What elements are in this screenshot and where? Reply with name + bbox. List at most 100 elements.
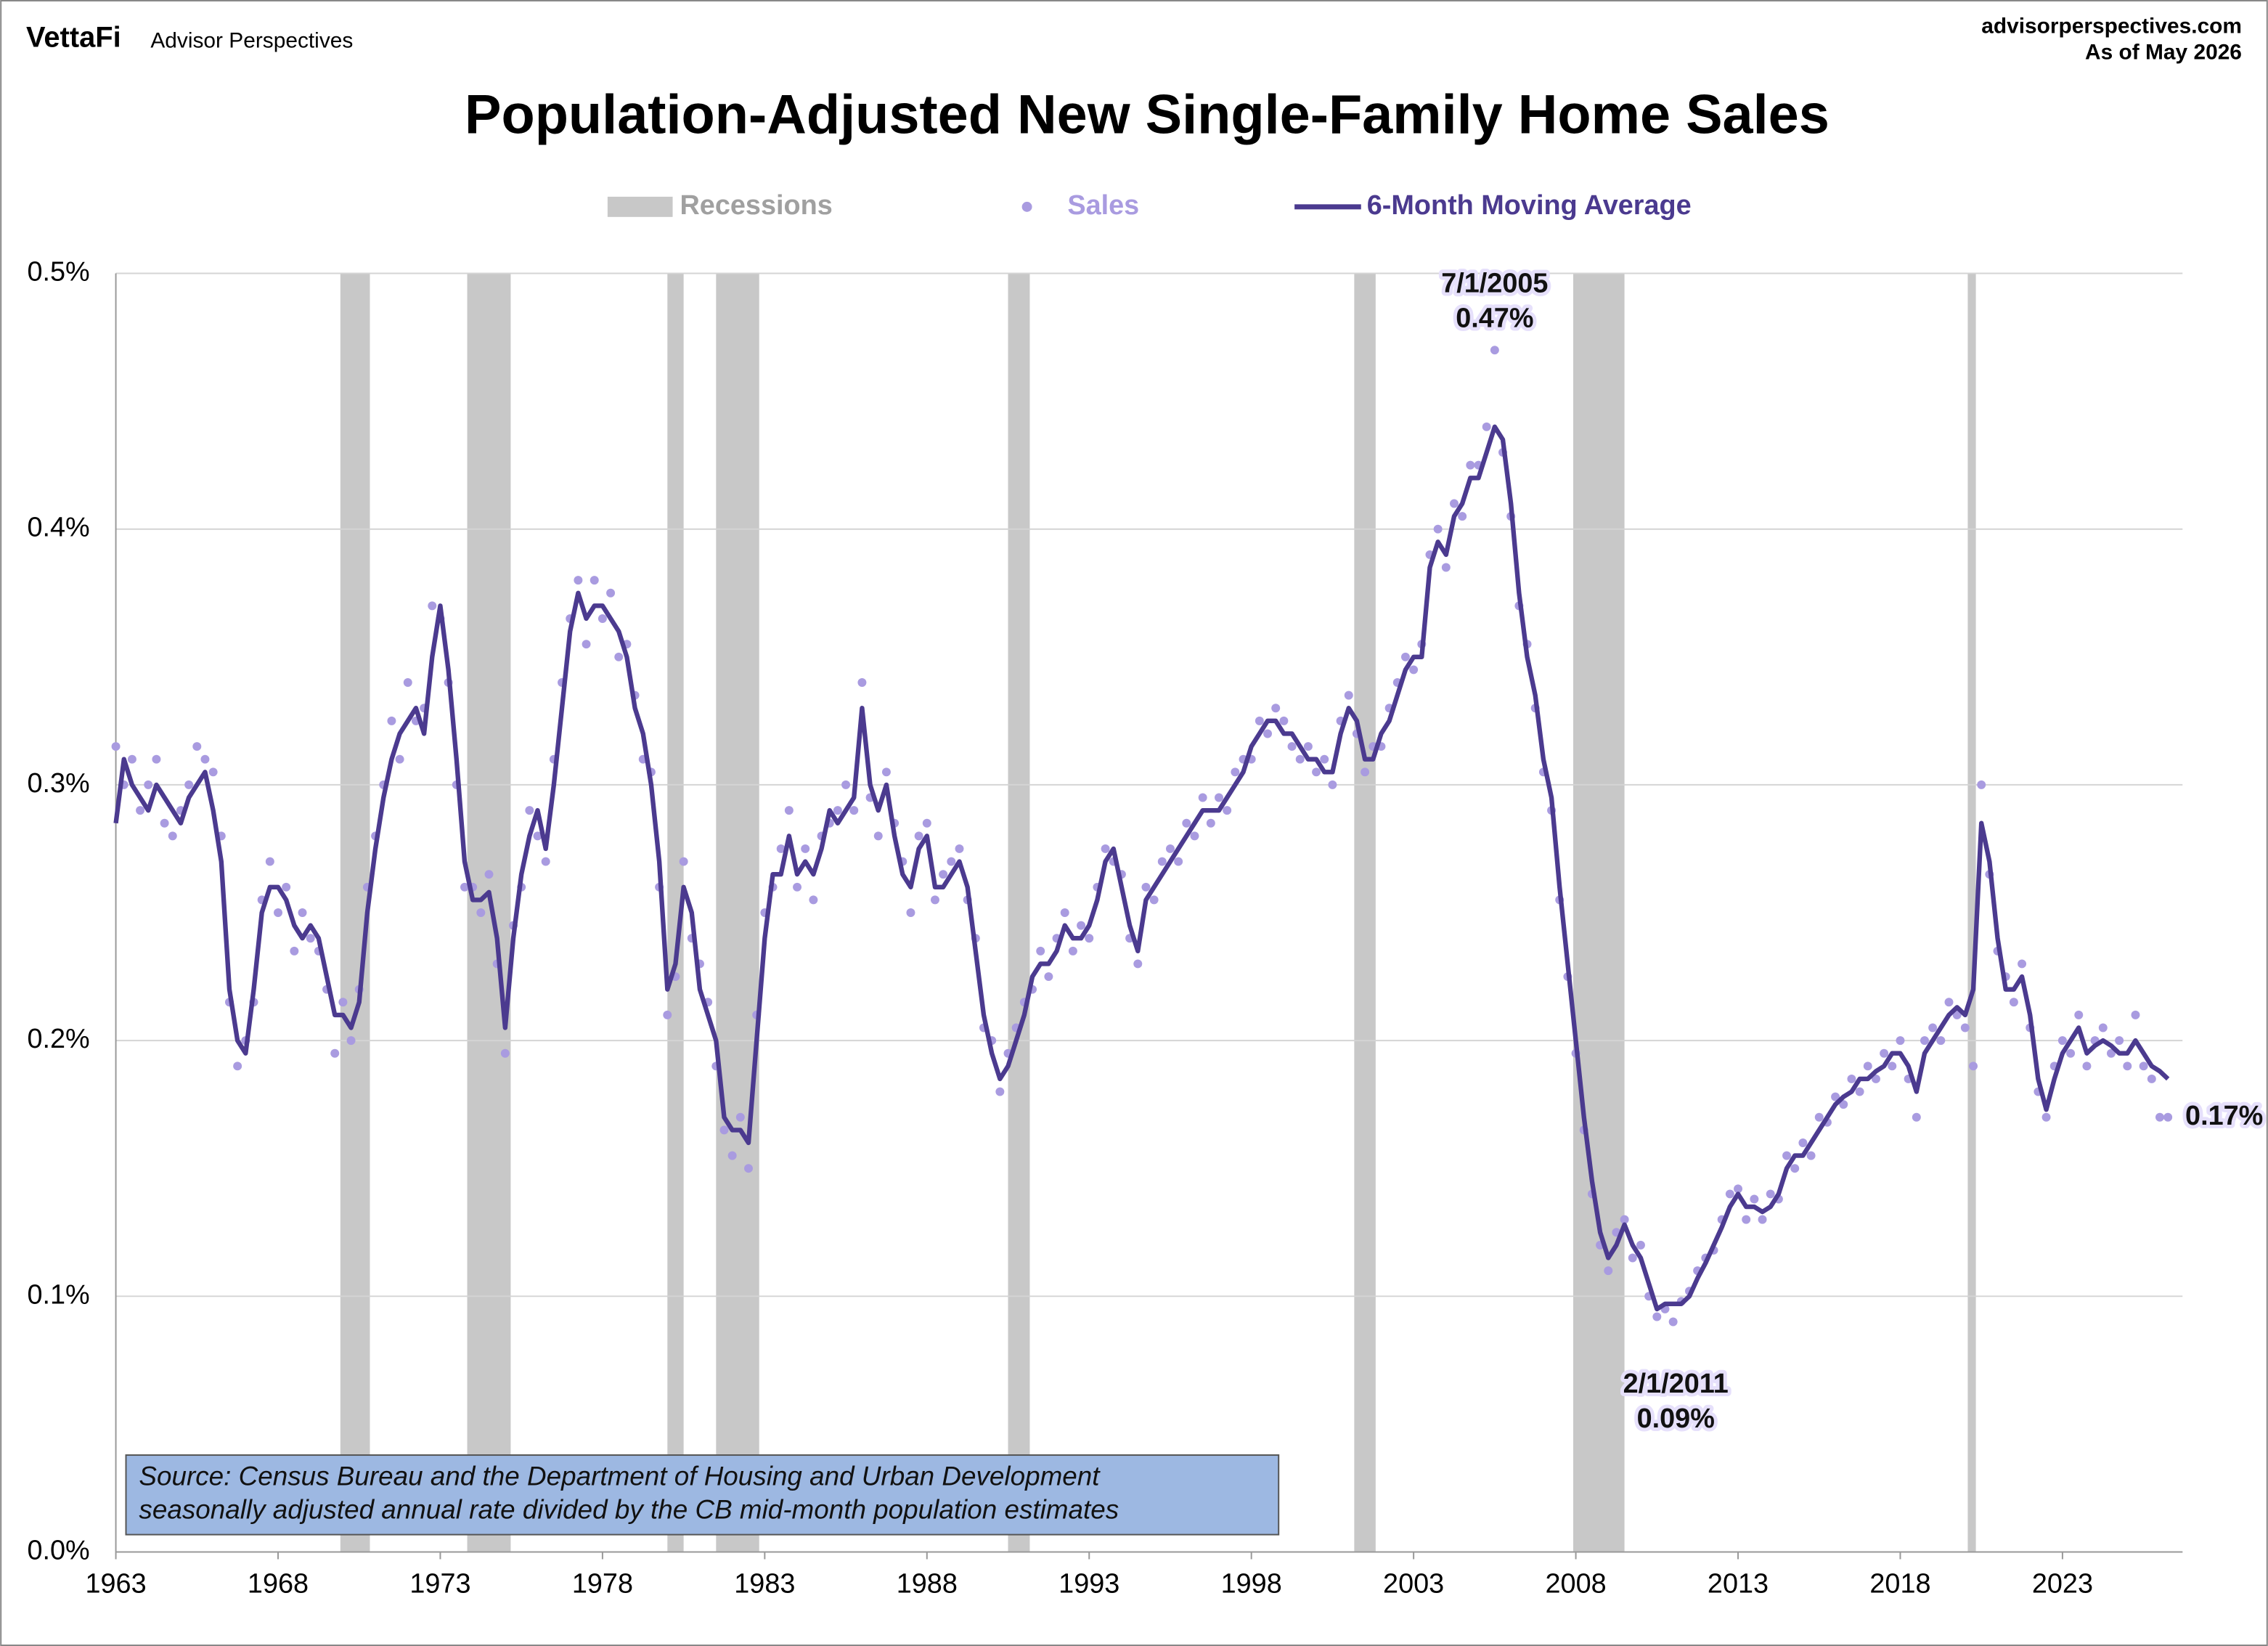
sales-point xyxy=(2115,1036,2124,1046)
sales-point xyxy=(1863,1062,1872,1071)
sales-point xyxy=(2018,959,2027,969)
sales-point xyxy=(1215,793,1223,802)
sales-point xyxy=(127,754,136,764)
sales-point xyxy=(1303,742,1313,751)
sales-point xyxy=(1920,1036,1929,1046)
sales-point xyxy=(1831,1092,1840,1101)
sales-point xyxy=(1798,1138,1808,1147)
recession-band xyxy=(1967,273,1976,1552)
sales-point xyxy=(200,754,210,764)
sales-point xyxy=(428,601,437,611)
sales-point xyxy=(1944,998,1954,1007)
sales-point xyxy=(533,831,542,841)
site: advisorperspectives.com xyxy=(1981,15,2242,38)
sales-point xyxy=(1977,780,1986,789)
sales-point xyxy=(1295,754,1305,764)
sales-point xyxy=(1198,793,1207,802)
x-tick-label: 1993 xyxy=(1058,1568,1119,1599)
sales-point xyxy=(136,806,145,815)
sales-point xyxy=(873,831,883,841)
sales-point xyxy=(1182,818,1191,828)
sales-point xyxy=(930,895,939,905)
sales-point xyxy=(1174,857,1183,866)
sales-point xyxy=(1742,1215,1751,1224)
legend-label: 6-Month Moving Average xyxy=(1367,190,1692,221)
sales-point xyxy=(290,946,299,956)
sales-point xyxy=(582,640,591,649)
sales-point xyxy=(1441,563,1451,572)
x-tick-label: 1963 xyxy=(85,1568,146,1599)
brand: VettaFi xyxy=(26,21,121,53)
sales-point xyxy=(1312,767,1321,777)
sales-point xyxy=(1044,972,1053,982)
sales-point xyxy=(1036,946,1045,956)
sales-point xyxy=(1263,729,1273,738)
sales-point xyxy=(1458,512,1467,521)
sales-point xyxy=(330,1048,340,1058)
sales-point xyxy=(1734,1184,1743,1194)
sales-point xyxy=(1165,844,1175,853)
sales-point xyxy=(1766,1189,1775,1199)
sales-point xyxy=(1628,1253,1637,1263)
sales-point xyxy=(841,780,851,789)
sales-point xyxy=(500,1048,510,1058)
sales-point xyxy=(1814,1112,1824,1122)
sales-point xyxy=(1328,780,1337,789)
legend-swatch xyxy=(1021,201,1032,212)
sales-point xyxy=(1400,652,1410,661)
annotation-label: 7/1/2005 xyxy=(1441,269,1548,299)
sales-point xyxy=(1896,1036,1905,1046)
sales-point xyxy=(1871,1074,1880,1083)
sales-point xyxy=(857,678,867,688)
sales-point xyxy=(525,806,534,815)
sales-point xyxy=(1888,1062,1897,1071)
sales-point xyxy=(2074,1010,2084,1019)
sales-point xyxy=(1190,831,1199,841)
sales-point xyxy=(476,908,486,917)
sales-point xyxy=(395,754,404,764)
sales-point xyxy=(1279,716,1289,725)
sales-point xyxy=(663,1010,672,1019)
sales-point xyxy=(1847,1074,1856,1083)
sales-point xyxy=(2041,1112,2051,1122)
sales-point xyxy=(606,588,616,598)
sales-point xyxy=(1758,1215,1767,1224)
legend-swatch xyxy=(607,196,673,217)
legend-label: Sales xyxy=(1067,190,1139,221)
sales-point xyxy=(2066,1048,2076,1058)
sales-point xyxy=(995,1087,1005,1096)
sales-point xyxy=(735,1112,745,1122)
sales-point xyxy=(2155,1112,2164,1122)
sales-point xyxy=(1223,806,1232,815)
source-text: seasonally adjusted annual rate divided … xyxy=(139,1494,1119,1524)
x-tick-label: 1998 xyxy=(1221,1568,1282,1599)
recession-band xyxy=(716,273,759,1552)
sales-point xyxy=(460,882,469,892)
sales-point xyxy=(1782,1151,1792,1160)
sales-point xyxy=(2082,1062,2092,1071)
sales-point xyxy=(590,576,599,585)
sales-point xyxy=(1271,704,1281,713)
sales-point xyxy=(1725,1189,1734,1199)
sales-point xyxy=(1668,1317,1678,1327)
sales-point xyxy=(306,934,315,943)
sales-point xyxy=(184,780,194,789)
recession-band xyxy=(1008,273,1030,1552)
sales-point xyxy=(614,652,624,661)
y-tick-label: 0.1% xyxy=(27,1279,89,1310)
x-tick-label: 1973 xyxy=(409,1568,470,1599)
recession-band xyxy=(667,273,684,1552)
sales-point xyxy=(2106,1048,2116,1058)
sales-point xyxy=(1231,767,1240,777)
sales-point xyxy=(1450,499,1459,508)
sales-point xyxy=(1287,742,1297,751)
sales-point xyxy=(168,831,177,841)
sales-point xyxy=(2123,1062,2132,1071)
legend-label: Recessions xyxy=(680,190,832,221)
sales-point xyxy=(1157,857,1167,866)
sales-point xyxy=(1928,1023,1938,1032)
publisher: Advisor Perspectives xyxy=(150,29,353,53)
sales-point xyxy=(1912,1112,1921,1122)
x-tick-label: 2018 xyxy=(1869,1568,1930,1599)
y-tick-label: 0.5% xyxy=(27,257,89,288)
